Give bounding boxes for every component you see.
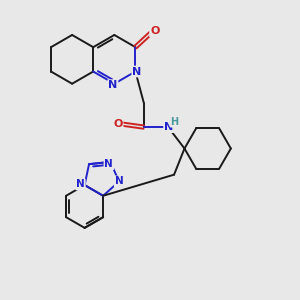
Text: N: N [132, 67, 142, 76]
Text: H: H [171, 117, 179, 127]
Text: N: N [115, 176, 123, 187]
Text: N: N [108, 80, 118, 90]
Text: N: N [104, 159, 113, 169]
Text: N: N [164, 122, 173, 132]
Text: O: O [150, 26, 159, 36]
Text: O: O [113, 118, 123, 128]
Text: N: N [76, 179, 85, 190]
